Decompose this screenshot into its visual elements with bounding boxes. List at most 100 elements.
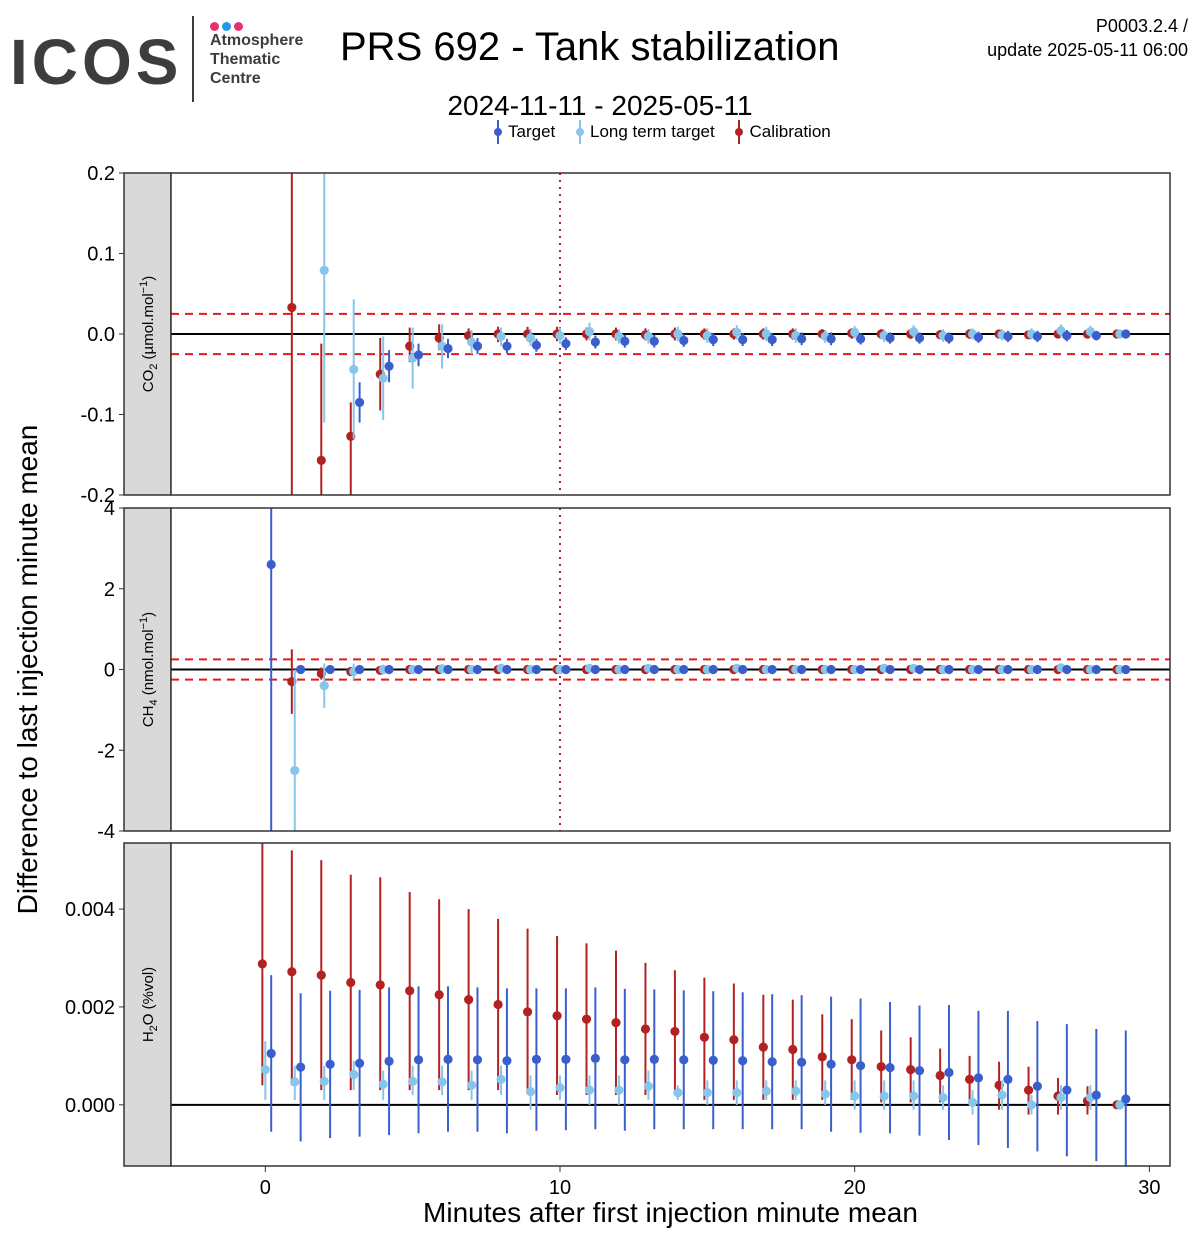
target-point bbox=[531, 664, 542, 675]
calibration-point bbox=[788, 1044, 798, 1055]
target-point bbox=[413, 664, 424, 675]
legend: Target Long term target Calibration bbox=[490, 120, 843, 150]
target-point bbox=[738, 335, 748, 345]
long-term-target-point bbox=[791, 1086, 801, 1096]
long-term-target-point bbox=[850, 1091, 860, 1101]
target-point bbox=[914, 333, 925, 343]
calibration-point bbox=[906, 1064, 916, 1075]
target-point bbox=[1091, 664, 1101, 675]
calibration-point bbox=[758, 1042, 768, 1052]
x-tick-label: 10 bbox=[549, 1177, 571, 1199]
logo-line-2: Thematic bbox=[210, 51, 281, 68]
target-point bbox=[590, 337, 600, 347]
long-term-target-point bbox=[466, 1080, 477, 1090]
target-point bbox=[1032, 664, 1042, 675]
strip-label-part: CO bbox=[140, 370, 157, 393]
page-header: ICOS Atmosphere Thematic Centre PRS 692 … bbox=[0, 0, 1200, 160]
long-term-target-point bbox=[349, 364, 359, 375]
long-term-target-point bbox=[525, 333, 536, 343]
target-point bbox=[767, 1057, 777, 1067]
target-point bbox=[649, 1054, 659, 1064]
calibration-point bbox=[375, 980, 385, 990]
target-point bbox=[413, 350, 424, 360]
strip-label-part: O (%vol) bbox=[140, 967, 157, 1025]
target-point bbox=[944, 664, 954, 675]
x-axis-title: Minutes after first injection minute mea… bbox=[423, 1197, 918, 1228]
long-term-target-point bbox=[1026, 1100, 1037, 1110]
target-point bbox=[561, 664, 571, 675]
target-point bbox=[590, 664, 600, 675]
calibration-point bbox=[847, 1055, 857, 1065]
target-point bbox=[944, 333, 954, 343]
target-point bbox=[679, 1055, 689, 1065]
y-tick-label: -4 bbox=[97, 821, 115, 843]
calibration-point bbox=[552, 1011, 562, 1021]
target-point bbox=[384, 361, 394, 371]
long-term-target-point bbox=[732, 1087, 742, 1098]
logo-dot bbox=[234, 22, 243, 31]
calibration-point bbox=[581, 1014, 592, 1024]
calibration-point bbox=[817, 1052, 827, 1062]
target-point bbox=[472, 1055, 483, 1065]
target-point bbox=[708, 1055, 718, 1065]
legend-label: Long term target bbox=[589, 122, 715, 141]
target-point bbox=[296, 664, 306, 675]
chart-title: PRS 692 - Tank stabilization bbox=[340, 25, 840, 69]
y-tick-label: 0.1 bbox=[87, 244, 115, 266]
target-point bbox=[1032, 331, 1042, 342]
legend-item-target: Target bbox=[490, 120, 555, 144]
calibration-point bbox=[493, 999, 503, 1010]
calibration-point bbox=[434, 990, 444, 1000]
long-term-target-point bbox=[525, 1087, 536, 1097]
panel-plot-area bbox=[171, 173, 1170, 495]
target-point bbox=[325, 664, 335, 675]
panel-3: H2O (%vol) 0.004 0.002 0.000 bbox=[65, 842, 1171, 1167]
long-term-target-point bbox=[349, 1069, 359, 1080]
target-point bbox=[1003, 1074, 1013, 1084]
calibration-point bbox=[1023, 1085, 1034, 1095]
target-point bbox=[826, 664, 836, 675]
long-term-target-point bbox=[496, 1074, 506, 1084]
long-term-target-point bbox=[319, 265, 329, 276]
target-point bbox=[620, 664, 630, 675]
calibration-point bbox=[965, 1074, 975, 1084]
target-point bbox=[708, 335, 718, 345]
calibration-point bbox=[729, 1035, 739, 1045]
x-tick-label: 30 bbox=[1138, 1177, 1160, 1199]
target-point bbox=[590, 1053, 600, 1063]
target-point bbox=[914, 664, 925, 675]
long-term-target-point bbox=[673, 329, 683, 339]
long-term-target-point bbox=[290, 765, 300, 776]
target-point bbox=[679, 664, 689, 675]
target-point bbox=[1062, 331, 1072, 341]
legend-item-long-term-target: Long term target bbox=[572, 120, 715, 144]
date-range: 2024-11-11 - 2025-05-11 bbox=[447, 90, 753, 121]
logo-line-1: Atmosphere bbox=[210, 32, 304, 49]
panel-2: CH4 (nmol.mol−1)420-2-4 bbox=[97, 498, 1171, 843]
target-point bbox=[973, 1073, 984, 1083]
target-point bbox=[355, 397, 365, 408]
target-point bbox=[472, 341, 483, 351]
calibration-point bbox=[699, 1032, 709, 1042]
panel-strip bbox=[123, 842, 172, 1167]
target-point bbox=[355, 664, 365, 675]
logo-dots bbox=[210, 18, 246, 31]
logo-line-3: Centre bbox=[210, 70, 261, 87]
target-point bbox=[914, 1065, 925, 1076]
calibration-point bbox=[464, 995, 474, 1005]
target-point bbox=[885, 333, 895, 343]
target-point bbox=[384, 1056, 394, 1066]
target-point bbox=[797, 664, 807, 675]
target-point bbox=[443, 343, 453, 354]
long-term-target-point bbox=[850, 327, 860, 337]
calibration-point bbox=[316, 970, 326, 980]
long-term-target-point bbox=[614, 1085, 624, 1095]
long-term-target-point bbox=[702, 1087, 712, 1098]
calibration-point bbox=[405, 986, 415, 996]
long-term-target-point bbox=[909, 1091, 919, 1101]
calibration-point bbox=[522, 1007, 533, 1017]
calibration-point bbox=[935, 1070, 945, 1081]
calibration-point bbox=[876, 1062, 886, 1072]
strip-label-part: 4 bbox=[148, 699, 160, 705]
